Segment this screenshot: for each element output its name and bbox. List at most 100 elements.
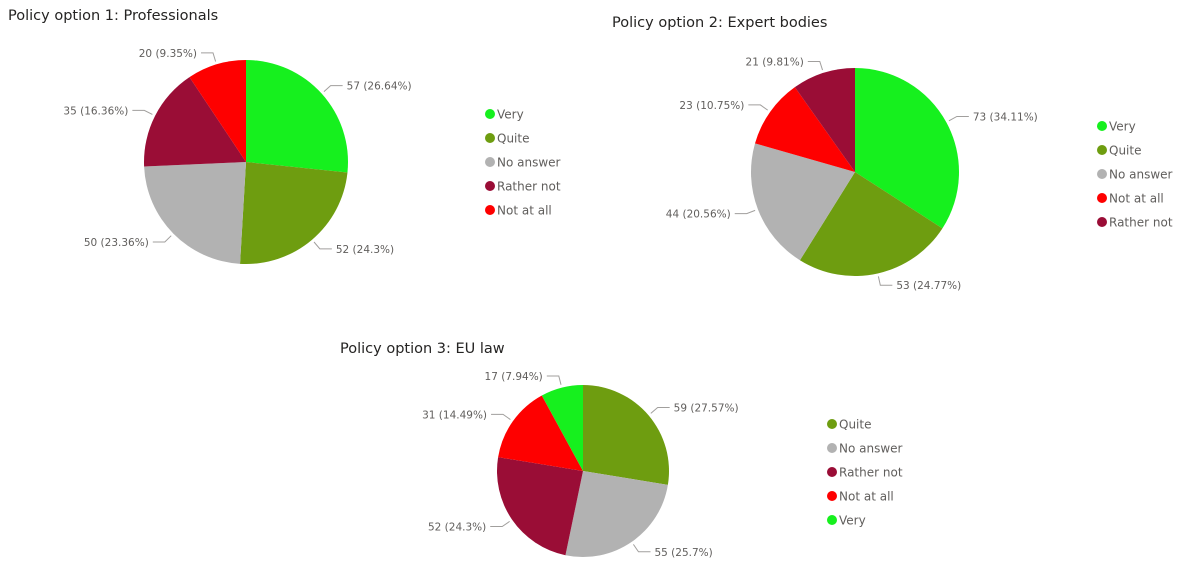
data-label: 53 (24.77%) — [896, 280, 961, 292]
pie-slice-quite[interactable] — [240, 162, 348, 264]
legend-marker-icon — [485, 133, 495, 143]
legend-item[interactable]: No answer — [485, 156, 561, 170]
legend-item[interactable]: No answer — [1097, 168, 1173, 182]
legend-marker-icon — [485, 205, 495, 215]
legend-item[interactable]: Not at all — [827, 490, 894, 504]
leader-line — [632, 544, 651, 553]
data-label: 52 (24.3%) — [428, 521, 486, 533]
data-label: 35 (16.36%) — [63, 105, 128, 117]
leader-line — [313, 241, 332, 250]
pie-slice-very[interactable] — [855, 68, 960, 229]
legend-item[interactable]: Not at all — [485, 204, 552, 218]
leader-line — [650, 407, 670, 414]
data-label: 23 (10.75%) — [679, 100, 744, 112]
legend-item[interactable]: Very — [1097, 120, 1136, 134]
pie-slice-no-answer[interactable] — [751, 143, 855, 261]
pie-slice-very[interactable] — [246, 60, 348, 173]
data-label: 17 (7.94%) — [485, 371, 543, 383]
legend-marker-icon — [827, 491, 837, 501]
legend-item[interactable]: Rather not — [827, 466, 903, 480]
chart-title: Policy option 3: EU law — [340, 341, 505, 357]
legend: Very Quite No answer Rather not Not at all — [485, 108, 561, 218]
leader-line — [201, 52, 217, 62]
legend-marker-icon — [1097, 169, 1107, 179]
legend-marker-icon — [485, 109, 495, 119]
pie-slice-rather-not[interactable] — [497, 457, 583, 556]
data-label: 31 (14.49%) — [422, 409, 487, 421]
pie-chart-2: Policy option 2: Expert bodies 73 (34.11%… — [612, 15, 1173, 292]
legend-label: Quite — [1109, 144, 1141, 158]
pie-chart-1: Policy option 1: Professionals 57 (26.64%… — [8, 8, 561, 264]
legend: Quite No answer Rather not Not at all Very — [827, 418, 903, 528]
legend-label: Rather not — [839, 466, 903, 480]
legend-item[interactable]: Quite — [1097, 144, 1141, 158]
leader-line — [948, 115, 969, 122]
legend-label: Rather not — [497, 180, 561, 194]
pie-slice-no-answer[interactable] — [144, 162, 246, 264]
legend-marker-icon — [485, 157, 495, 167]
legend-label: Not at all — [1109, 192, 1164, 206]
data-label: 50 (23.36%) — [84, 237, 149, 249]
leader-line — [152, 235, 172, 243]
leader-line — [807, 60, 824, 71]
leader-line — [132, 109, 153, 115]
leader-line — [748, 104, 768, 111]
legend-marker-icon — [1097, 217, 1107, 227]
legend-label: Quite — [497, 132, 529, 146]
legend-marker-icon — [827, 515, 837, 525]
pie-slice-not-at-all[interactable] — [189, 60, 246, 162]
legend-label: No answer — [839, 442, 903, 456]
legend-label: Very — [839, 514, 866, 528]
legend-item[interactable]: Rather not — [485, 180, 561, 194]
leader-line — [734, 209, 756, 215]
pie-slice-not-at-all[interactable] — [755, 87, 855, 172]
pie-slice-not-at-all[interactable] — [498, 395, 583, 471]
data-label: 21 (9.81%) — [746, 56, 804, 68]
pie-chart-3: Policy option 3: EU law 59 (27.57%) 55 (25… — [340, 341, 903, 559]
chart-title: Policy option 2: Expert bodies — [612, 15, 827, 31]
legend-marker-icon — [1097, 193, 1107, 203]
legend: Very Quite No answer Not at all Rather not — [1097, 120, 1173, 230]
data-label: 55 (25.7%) — [654, 547, 712, 559]
leader-line — [877, 276, 893, 286]
leader-line — [490, 520, 510, 527]
legend-item[interactable]: Quite — [485, 132, 529, 146]
legend-item[interactable]: Very — [485, 108, 524, 122]
legend-label: No answer — [497, 156, 561, 170]
legend-item[interactable]: Quite — [827, 418, 871, 432]
legend-marker-icon — [1097, 121, 1107, 131]
data-label: 59 (27.57%) — [674, 403, 739, 415]
leader-line — [491, 413, 511, 420]
legend-label: Very — [1109, 120, 1136, 134]
pie-slice-rather-not[interactable] — [794, 68, 855, 172]
legend-item[interactable]: Not at all — [1097, 192, 1164, 206]
legend-item[interactable]: Rather not — [1097, 216, 1173, 230]
pie-slice-very[interactable] — [541, 385, 583, 471]
legend-label: Not at all — [497, 204, 552, 218]
data-label: 57 (26.64%) — [347, 81, 412, 93]
pie-slice-quite[interactable] — [583, 385, 669, 485]
legend-label: Very — [497, 108, 524, 122]
legend-label: Rather not — [1109, 216, 1173, 230]
legend-marker-icon — [827, 467, 837, 477]
legend-item[interactable]: Very — [827, 514, 866, 528]
legend-label: Not at all — [839, 490, 894, 504]
data-label: 73 (34.11%) — [973, 111, 1038, 123]
legend-item[interactable]: No answer — [827, 442, 903, 456]
legend-label: No answer — [1109, 168, 1173, 182]
pie-slice-quite[interactable] — [799, 172, 943, 276]
data-label: 20 (9.35%) — [139, 48, 197, 60]
legend-marker-icon — [485, 181, 495, 191]
data-label: 44 (20.56%) — [666, 209, 731, 221]
legend-marker-icon — [827, 419, 837, 429]
chart-title: Policy option 1: Professionals — [8, 8, 218, 24]
legend-marker-icon — [827, 443, 837, 453]
legend-label: Quite — [839, 418, 871, 432]
leader-line — [323, 85, 343, 93]
pie-slice-no-answer[interactable] — [565, 471, 668, 557]
legend-marker-icon — [1097, 145, 1107, 155]
pie-slice-rather-not[interactable] — [144, 77, 246, 167]
leader-line — [546, 375, 562, 385]
